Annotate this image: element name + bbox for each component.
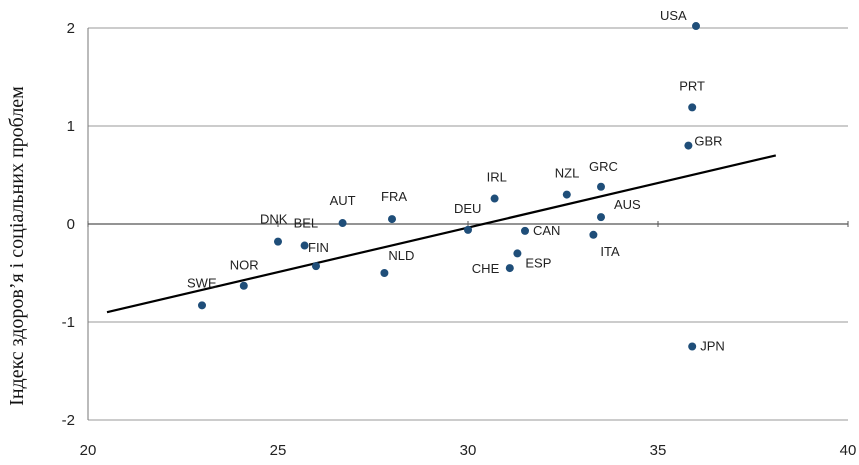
point-label-aut: AUT — [330, 193, 356, 208]
x-tick-label: 35 — [650, 442, 667, 459]
data-point-aut — [338, 219, 347, 228]
data-point-esp — [513, 249, 522, 258]
point-label-prt: PRT — [679, 78, 705, 93]
data-point-irl — [490, 194, 499, 203]
point-label-aus: AUS — [614, 197, 641, 212]
point-label-irl: IRL — [487, 170, 507, 185]
point-label-usa: USA — [660, 8, 687, 23]
point-label-fin: FIN — [308, 240, 329, 255]
data-point-jpn — [688, 342, 697, 351]
point-label-deu: DEU — [454, 201, 481, 216]
point-label-grc: GRC — [589, 159, 618, 174]
data-point-nor — [239, 281, 248, 290]
point-label-bel: BEL — [294, 216, 319, 231]
point-label-jpn: JPN — [700, 339, 725, 354]
point-label-nor: NOR — [230, 258, 259, 273]
data-point-fin — [312, 262, 320, 271]
point-label-gbr: GBR — [694, 134, 722, 149]
trend-line — [106, 154, 777, 314]
point-label-ita: ITA — [600, 244, 620, 259]
x-tick-label: 40 — [840, 442, 857, 459]
data-point-grc — [597, 182, 605, 191]
x-tick-label: 30 — [460, 442, 477, 459]
x-tick-label: 25 — [270, 442, 287, 459]
point-label-esp: ESP — [525, 255, 551, 270]
data-point-aus — [597, 213, 605, 222]
y-tick-label: 2 — [67, 20, 75, 37]
data-point-gbr — [684, 141, 693, 150]
y-tick-label: -2 — [62, 412, 75, 429]
data-points: USA PRT GBR GRC NZL AUS IRL DEU CAN ITA ESP CHE FRA A… — [187, 8, 725, 353]
data-point-swe — [198, 301, 206, 310]
point-label-nld: NLD — [388, 248, 414, 263]
data-point-dnk — [274, 237, 282, 246]
point-label-swe: SWE — [187, 275, 217, 290]
axis-tick-labels: 20 25 30 35 40 -2 -1 0 1 2 — [62, 20, 857, 459]
y-tick-label: 1 — [67, 118, 75, 135]
data-point-bel — [300, 241, 309, 250]
data-point-fra — [388, 215, 396, 224]
point-label-che: CHE — [472, 261, 500, 276]
point-label-nzl: NZL — [555, 166, 580, 181]
y-tick-label: 0 — [67, 216, 75, 233]
point-label-dnk: DNK — [260, 212, 288, 227]
data-point-che — [505, 264, 514, 273]
x-tick-label: 20 — [80, 442, 97, 459]
data-point-can — [521, 226, 529, 235]
data-point-deu — [464, 225, 472, 234]
data-point-nld — [380, 269, 389, 277]
data-point-usa — [692, 22, 700, 31]
point-label-fra: FRA — [381, 189, 407, 204]
point-label-can: CAN — [533, 223, 560, 238]
y-tick-label: -1 — [62, 314, 75, 331]
y-axis-label: Індекс здоров’я і соціальних проблем — [6, 86, 28, 406]
data-point-prt — [688, 103, 697, 112]
data-point-ita — [589, 230, 598, 239]
data-point-nzl — [562, 190, 571, 199]
